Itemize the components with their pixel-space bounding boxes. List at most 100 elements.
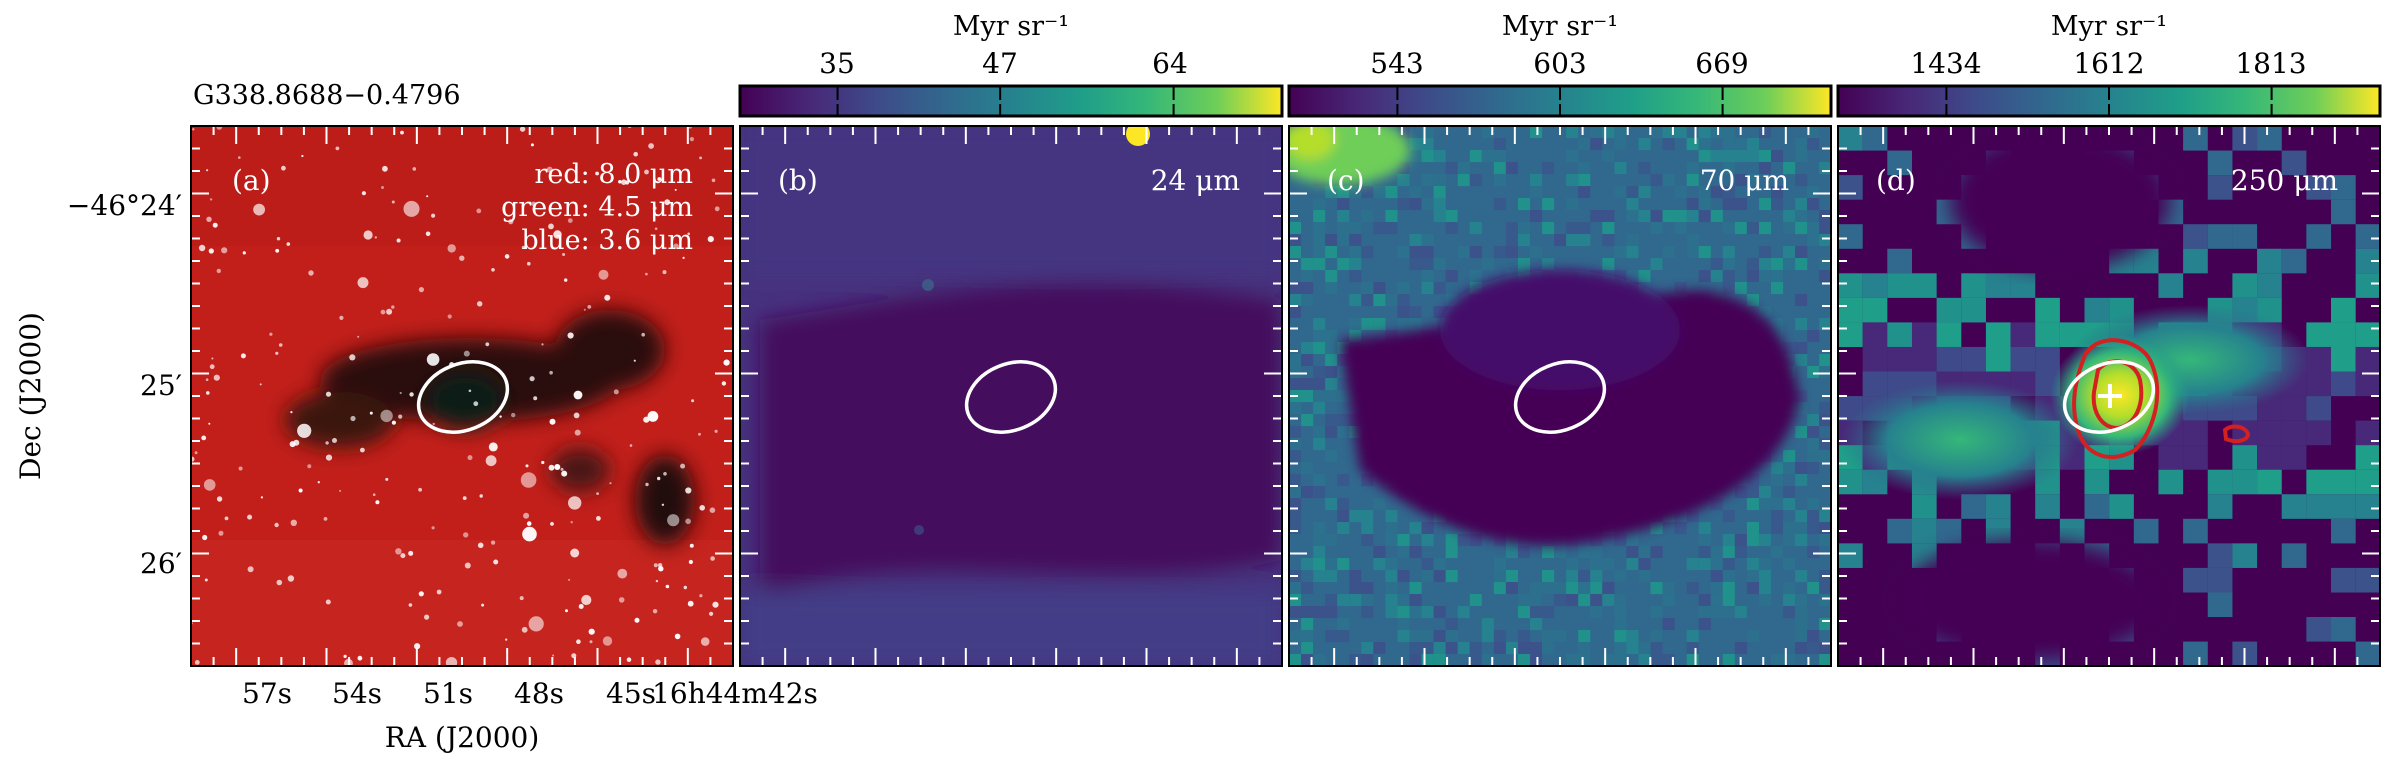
star	[332, 438, 337, 443]
panel-c: (c) 70 μm Myr sr⁻¹ 543 603 669	[1287, 11, 1833, 667]
pixel	[1493, 654, 1506, 666]
pixel	[1807, 234, 1820, 247]
star	[564, 278, 568, 282]
pixel	[1289, 246, 1302, 259]
star	[549, 370, 553, 375]
pixel	[1542, 162, 1555, 175]
star	[674, 188, 677, 191]
star	[662, 270, 667, 275]
pixel	[1325, 474, 1338, 487]
star	[685, 487, 692, 494]
pixel	[1493, 162, 1506, 175]
pixel	[1445, 570, 1458, 583]
star	[339, 489, 342, 492]
pixel	[1301, 642, 1314, 655]
pixel	[1710, 222, 1723, 235]
pixel	[1361, 606, 1374, 619]
pixel	[1289, 186, 1302, 199]
pixel	[1771, 642, 1784, 655]
pixel	[1722, 594, 1735, 607]
pixel	[1337, 390, 1350, 403]
pixel	[1662, 582, 1675, 595]
star	[525, 464, 529, 468]
pixel	[1313, 330, 1326, 343]
pixel	[1409, 654, 1422, 666]
pixel	[1590, 210, 1603, 223]
pixel	[1385, 222, 1398, 235]
pixel	[1349, 594, 1362, 607]
pixel	[2281, 543, 2307, 568]
pixel	[1795, 354, 1808, 367]
pixel	[1337, 186, 1350, 199]
pixel	[1385, 594, 1398, 607]
panel-b-structure	[740, 126, 1282, 666]
pixel	[2281, 248, 2307, 274]
pixel	[1734, 546, 1747, 559]
ra-tick-2: 54s	[332, 677, 382, 710]
pixel	[1457, 174, 1470, 187]
pixel	[1301, 366, 1314, 379]
pixel	[1650, 606, 1663, 619]
star	[247, 566, 254, 573]
star	[242, 251, 246, 255]
pixel	[1289, 522, 1302, 535]
star	[560, 467, 564, 471]
star	[633, 151, 638, 157]
pixel	[1638, 246, 1651, 259]
pixel	[1409, 198, 1422, 211]
star	[335, 146, 340, 151]
pixel	[1517, 258, 1531, 271]
pixel	[2183, 248, 2208, 274]
star	[325, 454, 333, 461]
star	[665, 584, 670, 589]
pixel	[1698, 186, 1711, 199]
pixel	[2158, 445, 2184, 470]
pixel	[2183, 420, 2208, 446]
pixel	[1457, 642, 1470, 655]
pixel	[1469, 270, 1482, 283]
star	[476, 208, 482, 214]
pixel	[1325, 570, 1338, 583]
star	[574, 429, 581, 436]
pixel	[1783, 222, 1796, 235]
pixel	[1838, 297, 1863, 323]
star	[317, 481, 320, 484]
star	[418, 287, 424, 293]
star	[648, 143, 654, 149]
pixel	[2331, 518, 2356, 544]
pixel	[1795, 618, 1808, 631]
star	[426, 195, 429, 198]
pixel	[1626, 186, 1639, 199]
star	[568, 496, 582, 510]
pixel	[1421, 234, 1434, 247]
pixel	[1349, 222, 1362, 235]
pixel	[2232, 224, 2258, 249]
pixel	[1433, 306, 1446, 319]
pixel	[1674, 282, 1687, 295]
pixel	[1313, 654, 1326, 666]
star	[436, 589, 442, 595]
pixel	[2355, 273, 2380, 298]
pixel	[1337, 198, 1350, 211]
pixel	[1505, 618, 1518, 631]
pixel	[2035, 346, 2060, 372]
pixel	[1301, 606, 1314, 619]
pixel	[2306, 371, 2332, 397]
star	[657, 476, 661, 481]
pixel	[1734, 198, 1747, 211]
pixel	[1361, 522, 1374, 535]
pixel	[1361, 642, 1374, 655]
star	[573, 390, 583, 400]
pixel	[1349, 582, 1362, 595]
star	[216, 496, 223, 502]
pixel	[1542, 606, 1555, 619]
pixel	[1325, 450, 1338, 463]
pixel	[1409, 234, 1422, 247]
star	[203, 479, 216, 491]
pixel	[1289, 222, 1302, 235]
pixel	[1862, 322, 1888, 347]
pixel	[1961, 273, 1986, 298]
star	[477, 301, 483, 307]
pixel	[1409, 138, 1422, 151]
star	[578, 604, 584, 609]
